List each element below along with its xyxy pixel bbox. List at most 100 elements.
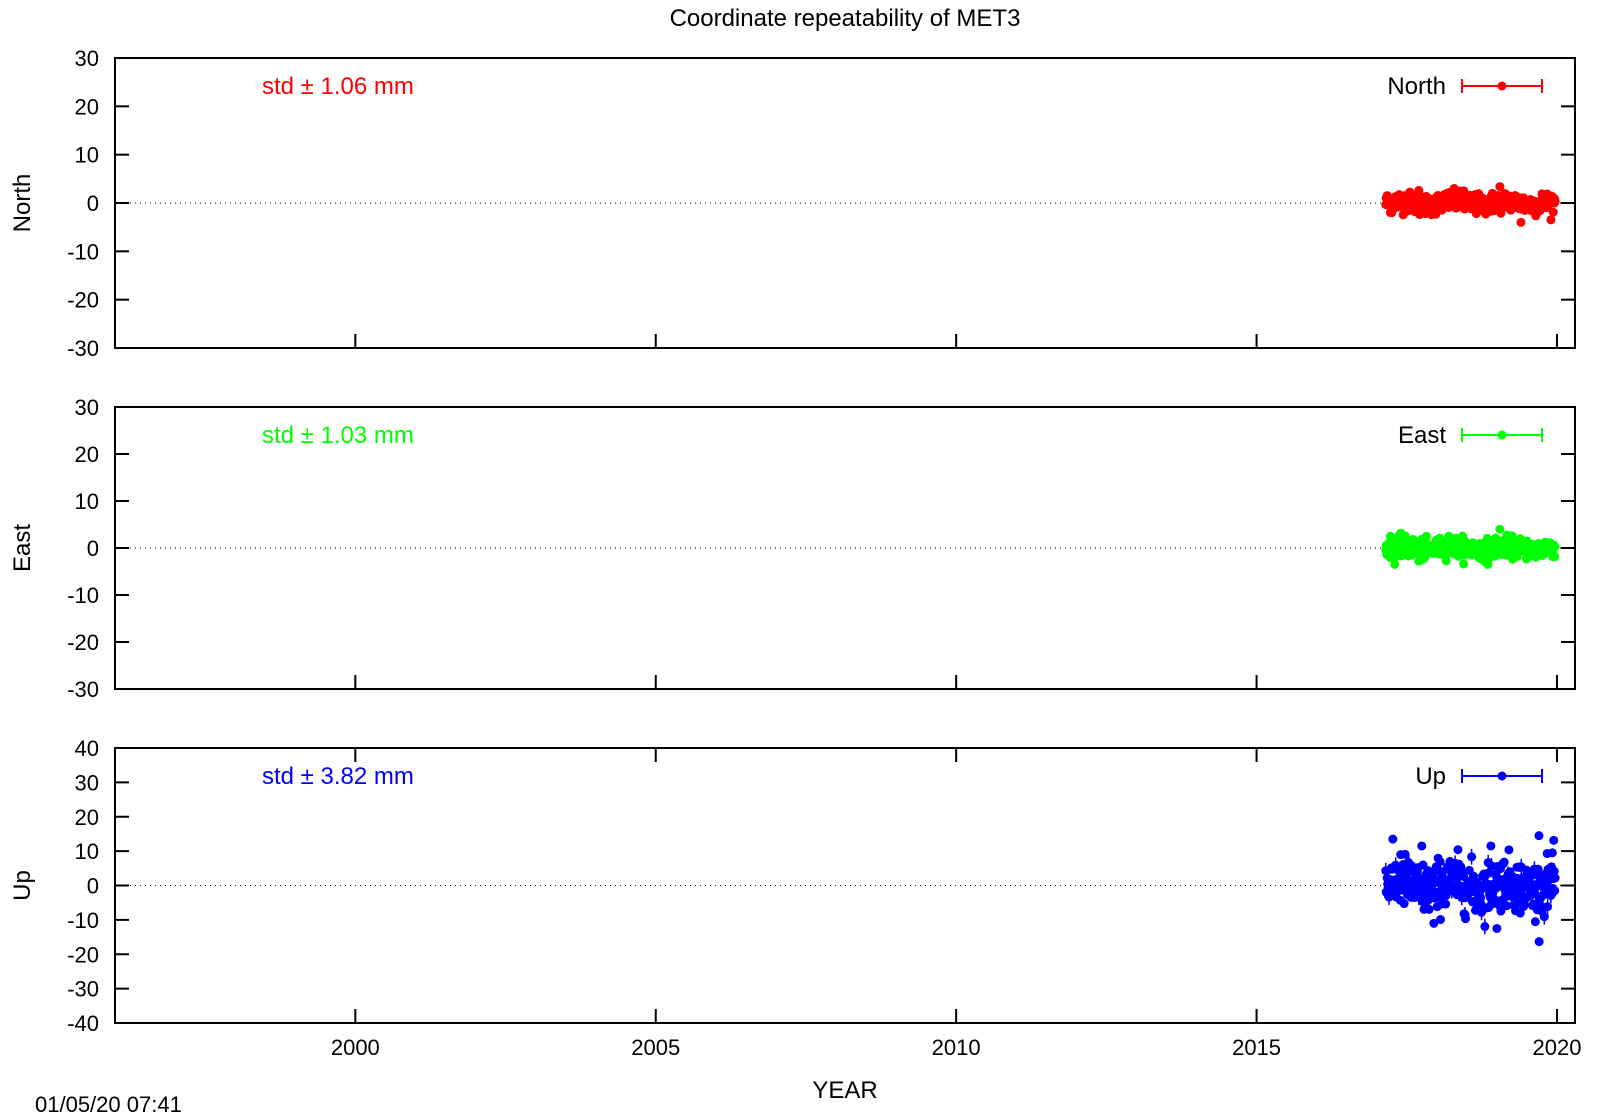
data-point [1486, 841, 1496, 851]
data-point [1547, 848, 1557, 858]
data-point [1387, 208, 1397, 218]
y-tick-label: -20 [67, 942, 99, 967]
legend-marker [1497, 81, 1507, 91]
data-point [1516, 217, 1526, 227]
data-point [1453, 845, 1463, 855]
std-label: std ± 3.82 mm [262, 763, 414, 790]
data-point [1550, 542, 1560, 552]
data-point [1441, 899, 1451, 909]
legend-marker [1497, 771, 1507, 781]
data-point [1399, 899, 1409, 909]
chart-title: Coordinate repeatability of MET3 [670, 5, 1021, 32]
data-point [1519, 900, 1529, 910]
x-tick-label: 2015 [1232, 1035, 1281, 1060]
data-point [1414, 556, 1424, 566]
y-tick-label: 10 [75, 143, 99, 168]
y-tick-label: -30 [67, 977, 99, 1002]
y-tick-label: 30 [75, 46, 99, 71]
data-point [1429, 918, 1439, 928]
data-point [1499, 857, 1509, 867]
series-points [1381, 524, 1560, 569]
data-point [1424, 904, 1434, 914]
series-points [1381, 831, 1560, 947]
data-point [1421, 531, 1431, 541]
legend-label: East [1398, 422, 1446, 449]
data-point [1461, 914, 1471, 924]
x-tick-label: 2020 [1532, 1035, 1581, 1060]
legend: East [1398, 422, 1543, 449]
data-point [1522, 536, 1532, 546]
data-point [1550, 873, 1560, 883]
timestamp: 01/05/20 07:41 [35, 1092, 182, 1117]
data-point [1495, 524, 1505, 534]
data-point [1396, 850, 1406, 860]
series-points [1381, 182, 1560, 227]
data-point [1388, 834, 1398, 844]
y-tick-label: -40 [67, 1011, 99, 1036]
y-tick-label: -20 [67, 288, 99, 313]
y-tick-label: -10 [67, 908, 99, 933]
data-point [1548, 207, 1558, 217]
x-tick-label: 2005 [631, 1035, 680, 1060]
data-point [1390, 559, 1400, 569]
legend: Up [1415, 763, 1543, 790]
y-tick-label: 10 [75, 489, 99, 514]
legend: North [1387, 73, 1543, 100]
panel-up: -40 -30 -20 -10 0 10 20 30 40 Up std ± 3.82 mm Up [9, 736, 1576, 1036]
data-point [1441, 556, 1451, 566]
data-point [1533, 864, 1543, 874]
data-point [1504, 845, 1514, 855]
y-axis-title: East [9, 524, 36, 572]
data-point [1444, 531, 1454, 541]
data-point [1534, 937, 1544, 947]
data-point [1483, 559, 1493, 569]
y-tick-label: 10 [75, 839, 99, 864]
y-tick-label: -30 [67, 336, 99, 361]
y-tick-label: -10 [67, 239, 99, 264]
data-point [1459, 559, 1469, 569]
legend-marker [1497, 430, 1507, 440]
x-tick-label: 2000 [331, 1035, 380, 1060]
y-tick-label: 0 [87, 874, 99, 899]
data-point [1550, 197, 1560, 207]
y-tick-label: 0 [87, 536, 99, 561]
data-point [1550, 886, 1560, 896]
y-tick-label: 20 [75, 94, 99, 119]
x-axis-title: YEAR [812, 1077, 877, 1104]
std-label: std ± 1.06 mm [262, 73, 414, 100]
y-tick-label: 20 [75, 442, 99, 467]
data-point [1492, 923, 1502, 933]
y-tick-label: 30 [75, 770, 99, 795]
y-tick-label: 40 [75, 736, 99, 761]
y-axis-title: Up [9, 870, 36, 901]
y-tick-label: 0 [87, 191, 99, 216]
data-point [1537, 189, 1547, 199]
data-point [1435, 857, 1445, 867]
data-point [1417, 841, 1427, 851]
y-tick-label: -30 [67, 677, 99, 702]
panel-north: -30 -20 -10 0 10 20 30 North std ± 1.06 mm North [9, 46, 1576, 361]
panel-east: -30 -20 -10 0 10 20 30 East std ± 1.03 mm East [9, 395, 1576, 702]
y-tick-label: -10 [67, 583, 99, 608]
std-label: std ± 1.03 mm [262, 422, 414, 449]
y-axis-title: North [9, 174, 36, 233]
data-point [1435, 915, 1445, 925]
legend-label: North [1387, 73, 1446, 100]
y-tick-label: -20 [67, 630, 99, 655]
data-point [1502, 901, 1512, 911]
data-point [1530, 917, 1540, 927]
data-point [1534, 831, 1544, 841]
x-tick-label: 2010 [932, 1035, 981, 1060]
data-point [1495, 182, 1505, 192]
data-point [1549, 835, 1559, 845]
data-point [1496, 906, 1506, 916]
y-tick-label: 30 [75, 395, 99, 420]
data-point [1414, 185, 1424, 195]
x-axis-tick-labels: 2000 2005 2010 2015 2020 [331, 1035, 1582, 1060]
data-point [1550, 552, 1560, 562]
legend-label: Up [1415, 763, 1446, 790]
data-point [1459, 186, 1469, 196]
y-tick-label: 20 [75, 805, 99, 830]
